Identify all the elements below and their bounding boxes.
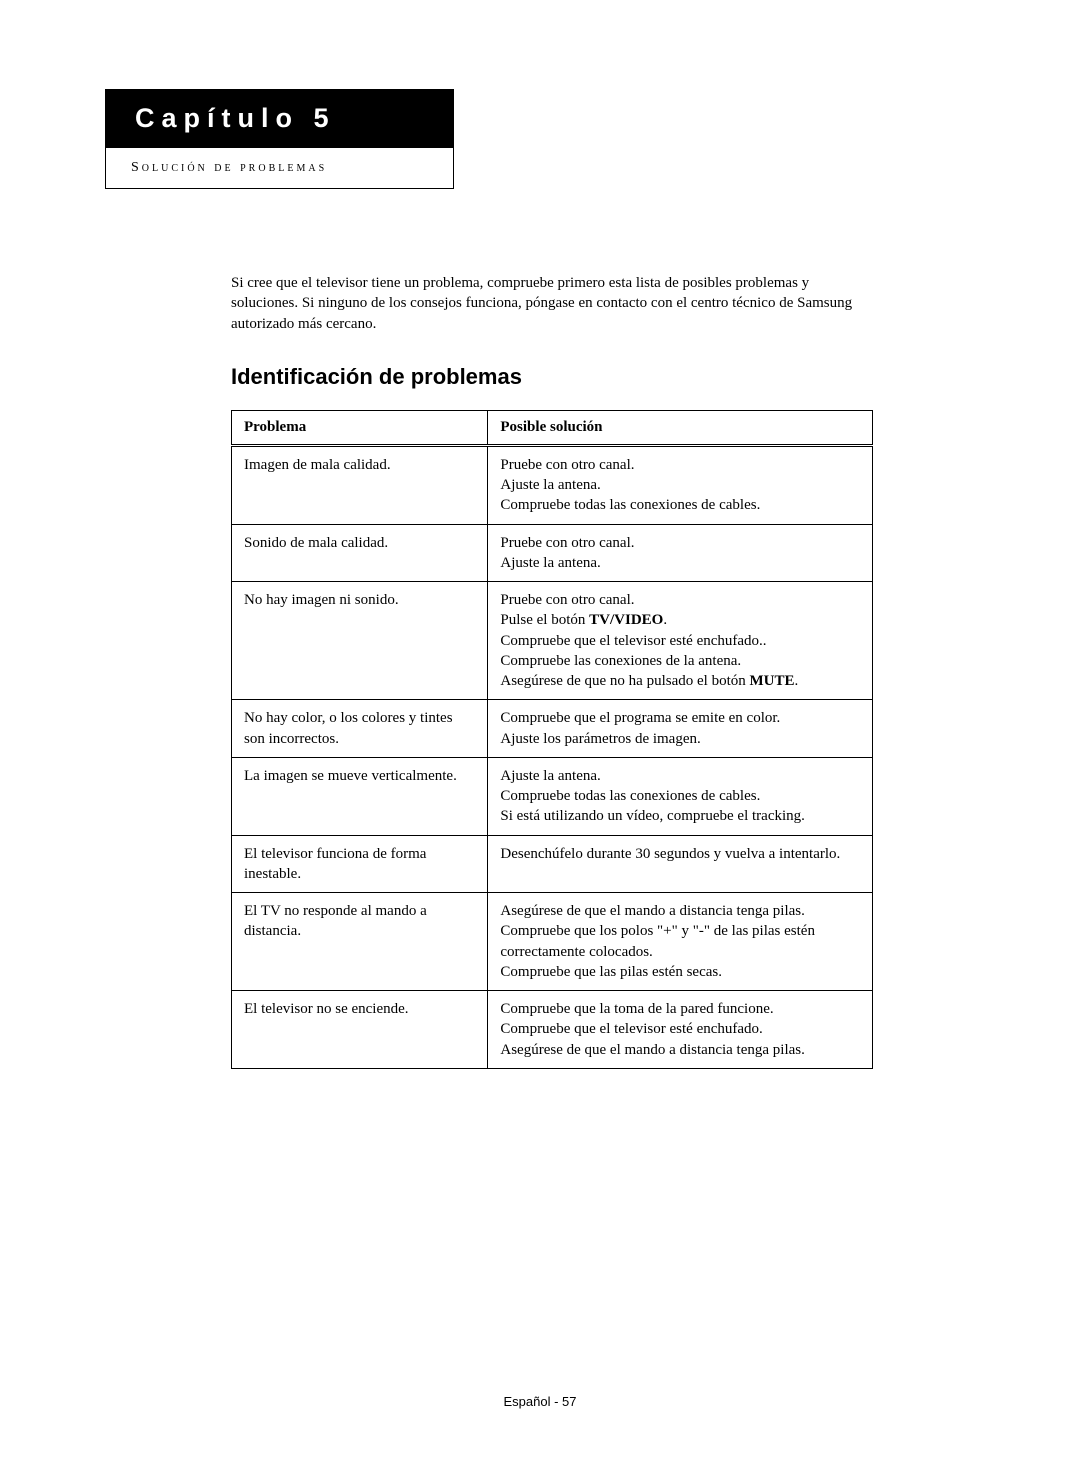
problem-cell: Sonido de mala calidad.: [232, 524, 488, 582]
section-title: Identificación de problemas: [231, 364, 873, 390]
solution-cell: Pruebe con otro canal.Ajuste la antena.: [488, 524, 873, 582]
table-header-problem: Problema: [232, 410, 488, 445]
problem-cell: Imagen de mala calidad.: [232, 445, 488, 524]
chapter-header: Capítulo 5 Solución de problemas: [105, 89, 454, 189]
solution-cell: Desenchúfelo durante 30 segundos y vuelv…: [488, 835, 873, 893]
problem-cell: El televisor funciona de forma inestable…: [232, 835, 488, 893]
troubleshooting-table: Problema Posible solución Imagen de mala…: [231, 410, 873, 1069]
table-row: El TV no responde al mando a distancia.A…: [232, 893, 873, 991]
table-row: El televisor no se enciende.Compruebe qu…: [232, 991, 873, 1069]
table-row: Sonido de mala calidad.Pruebe con otro c…: [232, 524, 873, 582]
table-row: Imagen de mala calidad.Pruebe con otro c…: [232, 445, 873, 524]
table-row: La imagen se mueve verticalmente.Ajuste …: [232, 757, 873, 835]
solution-cell: Pruebe con otro canal.Ajuste la antena.C…: [488, 445, 873, 524]
table-row: No hay imagen ni sonido.Pruebe con otro …: [232, 582, 873, 700]
intro-paragraph: Si cree que el televisor tiene un proble…: [231, 273, 873, 334]
table-row: No hay color, o los colores y tintes son…: [232, 700, 873, 758]
solution-cell: Asegúrese de que el mando a distancia te…: [488, 893, 873, 991]
problem-cell: El TV no responde al mando a distancia.: [232, 893, 488, 991]
page-content: Si cree que el televisor tiene un proble…: [231, 273, 873, 1069]
chapter-title: Capítulo 5: [105, 89, 454, 148]
chapter-subtitle: Solución de problemas: [105, 148, 454, 189]
solution-cell: Compruebe que la toma de la pared funcio…: [488, 991, 873, 1069]
table-header-solution: Posible solución: [488, 410, 873, 445]
table-row: El televisor funciona de forma inestable…: [232, 835, 873, 893]
solution-cell: Ajuste la antena.Compruebe todas las con…: [488, 757, 873, 835]
solution-cell: Compruebe que el programa se emite en co…: [488, 700, 873, 758]
problem-cell: No hay imagen ni sonido.: [232, 582, 488, 700]
problem-cell: El televisor no se enciende.: [232, 991, 488, 1069]
solution-cell: Pruebe con otro canal.Pulse el botón TV/…: [488, 582, 873, 700]
page-footer: Español - 57: [0, 1394, 1080, 1409]
problem-cell: No hay color, o los colores y tintes son…: [232, 700, 488, 758]
problem-cell: La imagen se mueve verticalmente.: [232, 757, 488, 835]
